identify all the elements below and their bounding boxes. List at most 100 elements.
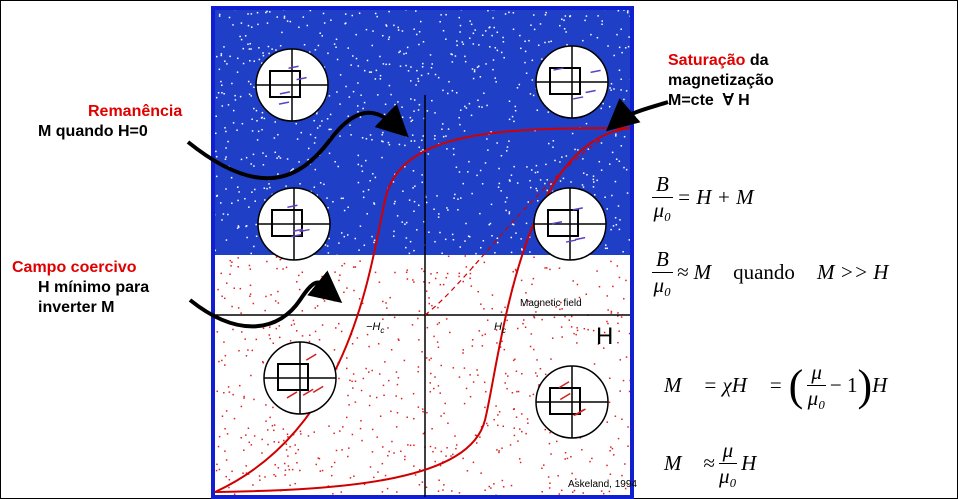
speckle bbox=[337, 166, 339, 168]
speckle bbox=[221, 219, 223, 221]
speckle bbox=[619, 47, 621, 49]
speckle bbox=[525, 327, 527, 329]
speckle bbox=[253, 87, 255, 89]
speckle bbox=[545, 12, 547, 14]
speckle bbox=[423, 41, 425, 43]
speckle bbox=[358, 164, 360, 166]
speckle bbox=[382, 35, 384, 37]
speckle bbox=[573, 333, 575, 335]
speckle bbox=[493, 483, 495, 485]
speckle bbox=[216, 195, 218, 197]
speckle bbox=[537, 200, 539, 202]
speckle bbox=[443, 284, 445, 286]
speckle bbox=[421, 351, 423, 353]
speckle bbox=[353, 373, 355, 375]
speckle bbox=[284, 16, 286, 18]
speckle bbox=[341, 491, 343, 493]
speckle bbox=[476, 442, 478, 444]
line: inverter M bbox=[38, 298, 149, 318]
axis-label: Magnetic field bbox=[520, 298, 582, 309]
speckle bbox=[549, 432, 551, 434]
speckle bbox=[440, 415, 442, 417]
speckle bbox=[531, 333, 533, 335]
rhs: H⃗ bbox=[872, 373, 904, 398]
speckle bbox=[583, 186, 585, 188]
speckle bbox=[350, 134, 352, 136]
speckle bbox=[287, 158, 289, 160]
speckle bbox=[309, 341, 311, 343]
speckle bbox=[428, 231, 430, 233]
speckle bbox=[518, 391, 520, 393]
speckle bbox=[363, 197, 365, 199]
speckle bbox=[576, 327, 578, 329]
speckle bbox=[591, 458, 593, 460]
speckle bbox=[430, 373, 432, 375]
speckle bbox=[421, 174, 423, 176]
speckle bbox=[249, 442, 251, 444]
saturacao-annotation: Saturação da magnetização M=cte ∀ H bbox=[668, 51, 774, 111]
speckle bbox=[601, 142, 603, 144]
speckle bbox=[482, 335, 484, 337]
speckle bbox=[430, 54, 432, 56]
condition: quando bbox=[733, 260, 795, 285]
speckle bbox=[453, 367, 455, 369]
speckle bbox=[611, 312, 613, 314]
speckle bbox=[350, 64, 352, 66]
speckle bbox=[483, 93, 485, 95]
speckle bbox=[430, 382, 432, 384]
speckle bbox=[607, 309, 609, 311]
speckle bbox=[382, 318, 384, 320]
speckle bbox=[388, 142, 390, 144]
speckle bbox=[219, 14, 221, 16]
speckle bbox=[400, 65, 402, 67]
speckle bbox=[341, 265, 343, 267]
speckle bbox=[429, 359, 431, 361]
speckle bbox=[617, 265, 619, 267]
speckle bbox=[225, 131, 227, 133]
speckle bbox=[458, 117, 460, 119]
speckle bbox=[446, 148, 448, 150]
speckle bbox=[399, 133, 401, 135]
speckle bbox=[347, 234, 349, 236]
speckle bbox=[341, 449, 343, 451]
speckle bbox=[445, 239, 447, 241]
speckle bbox=[559, 161, 561, 163]
speckle bbox=[412, 134, 414, 136]
speckle bbox=[410, 80, 412, 82]
speckle bbox=[619, 70, 621, 72]
speckle bbox=[349, 96, 351, 98]
speckle bbox=[512, 392, 514, 394]
speckle bbox=[549, 483, 551, 485]
speckle bbox=[521, 248, 523, 250]
speckle bbox=[513, 427, 515, 429]
speckle bbox=[594, 194, 596, 196]
speckle bbox=[398, 338, 400, 340]
speckle bbox=[618, 10, 620, 12]
speckle bbox=[358, 155, 360, 157]
speckle bbox=[277, 291, 279, 293]
speckle bbox=[474, 69, 476, 71]
speckle bbox=[342, 198, 344, 200]
speckle bbox=[322, 324, 324, 326]
speckle bbox=[493, 419, 495, 421]
speckle bbox=[383, 63, 385, 64]
speckle bbox=[511, 252, 512, 254]
speckle bbox=[314, 142, 316, 144]
speckle bbox=[250, 285, 252, 287]
speckle bbox=[509, 179, 511, 181]
speckle bbox=[229, 479, 231, 481]
speckle bbox=[503, 57, 505, 59]
speckle bbox=[223, 392, 225, 394]
speckle bbox=[561, 156, 563, 158]
speckle bbox=[255, 200, 257, 202]
speckle bbox=[533, 278, 535, 280]
speckle bbox=[245, 226, 247, 228]
speckle bbox=[459, 246, 461, 248]
domain-circle bbox=[258, 188, 330, 260]
speckle bbox=[517, 328, 519, 330]
speckle bbox=[496, 449, 498, 451]
speckle bbox=[526, 166, 528, 168]
speckle bbox=[396, 491, 398, 493]
speckle bbox=[237, 200, 239, 202]
speckle bbox=[359, 260, 361, 262]
